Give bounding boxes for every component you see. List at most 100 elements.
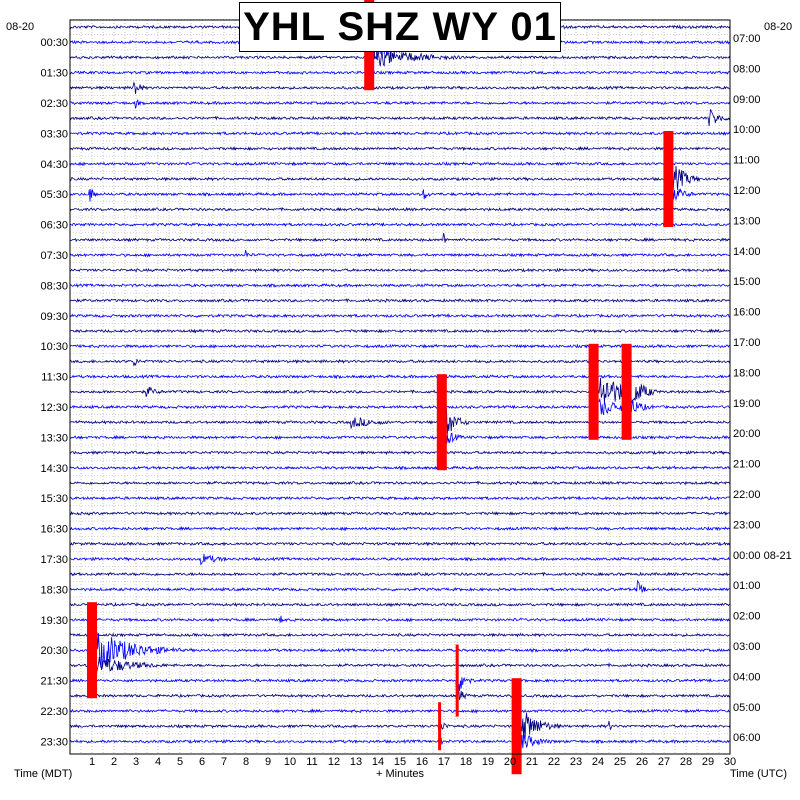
clipped-event-marker (663, 131, 674, 227)
clipped-event-marker (87, 602, 97, 699)
right-time-label: 12:00 (733, 185, 761, 197)
left-time-label: 04:30 (40, 159, 68, 171)
seismic-trace (69, 495, 731, 501)
right-time-label: 15:00 (733, 276, 761, 288)
right-time-label: 01:00 (733, 580, 761, 592)
x-tick-label: 22 (548, 756, 560, 768)
x-tick-label: 5 (177, 756, 183, 768)
left-time-label: 16:30 (40, 524, 68, 536)
seismic-trace (69, 396, 731, 417)
seismic-trace (69, 343, 731, 349)
chart-title: YHL SHZ WY 01 (243, 4, 557, 49)
seismic-trace (70, 690, 731, 705)
x-tick-label: 8 (243, 756, 249, 768)
right-axis-label: Time (UTC) (730, 768, 788, 780)
left-time-label: 00:30 (40, 37, 68, 49)
seismic-trace (69, 632, 731, 668)
left-time-label: 13:30 (40, 432, 68, 444)
x-tick-label: 26 (636, 756, 648, 768)
left-time-label: 12:30 (40, 402, 68, 414)
seismic-trace (69, 358, 731, 367)
right-time-label: 18:00 (733, 367, 761, 379)
seismic-trace (69, 161, 731, 167)
left-date-label: 08-20 (6, 21, 35, 33)
seismic-trace (69, 233, 731, 243)
seismic-trace (69, 163, 731, 202)
x-tick-label: 23 (570, 756, 582, 768)
seismic-trace (69, 372, 731, 414)
x-tick-label: 11 (306, 756, 317, 768)
seismic-trace (69, 541, 731, 547)
left-time-label: 11:30 (41, 372, 68, 384)
x-tick-label: 28 (680, 756, 692, 768)
seismic-trace (69, 81, 730, 94)
x-tick-label: 2 (111, 756, 117, 768)
x-tick-label: 6 (199, 756, 205, 768)
right-time-label: 21:00 (733, 459, 761, 471)
seismic-trace (69, 328, 731, 334)
x-tick-label: 16 (416, 756, 428, 768)
right-time-label: 00:00 08-21 (733, 550, 792, 562)
x-tick-label: 7 (221, 756, 227, 768)
right-time-labels: 07:00 08:00 09:00 10:00 11:00 12:00 13:00 14:00… (733, 33, 792, 744)
seismic-trace (69, 657, 730, 676)
x-tick-label: 12 (328, 756, 340, 768)
seismic-trace (69, 525, 731, 532)
right-time-label: 16:00 (733, 307, 761, 319)
seismic-trace (69, 465, 731, 471)
seismic-trace (69, 511, 731, 516)
right-time-label: 14:00 (733, 246, 761, 258)
clipped-event-marker (621, 343, 632, 440)
seismic-trace (69, 553, 731, 566)
x-tick-label: 19 (482, 756, 494, 768)
left-time-label: 17:30 (40, 554, 68, 566)
x-tick-label: 4 (155, 756, 161, 768)
seismic-trace (70, 374, 731, 380)
seismic-trace (69, 145, 731, 152)
seismic-trace (69, 632, 731, 638)
x-tick-label: 14 (372, 756, 384, 768)
seismic-trace (69, 407, 731, 447)
seismic-trace (69, 221, 731, 228)
left-time-label: 20:30 (40, 645, 68, 657)
left-time-label: 15:30 (40, 493, 68, 505)
seismic-trace (69, 450, 730, 456)
right-time-label: 07:00 (733, 33, 761, 45)
seismic-trace (69, 313, 731, 319)
left-time-label: 19:30 (40, 615, 68, 627)
seismic-trace (69, 130, 731, 136)
seismic-trace (69, 47, 731, 67)
x-tick-label: 9 (265, 756, 271, 768)
x-tick-label: 17 (438, 756, 450, 768)
left-time-label: 21:30 (40, 676, 68, 688)
x-tick-label: 24 (592, 756, 604, 768)
seismic-trace (69, 708, 730, 714)
x-tick-label: 20 (504, 756, 516, 768)
left-time-label: 14:30 (40, 463, 68, 475)
clipped-event-marker (588, 343, 599, 440)
x-tick-label: 21 (526, 756, 538, 768)
right-date-label: 08-20 (764, 21, 793, 33)
seismic-trace (69, 677, 731, 696)
right-time-label: 10:00 (733, 124, 761, 136)
right-time-label: 23:00 (733, 519, 761, 531)
clip-layer (87, 0, 674, 775)
left-time-labels: 00:30 01:30 02:30 03:30 04:30 05:30 06:30 07:30… (40, 37, 68, 748)
left-time-label: 03:30 (40, 128, 68, 140)
seismic-trace (69, 730, 730, 752)
x-tick-label: 1 (89, 756, 95, 768)
seismic-trace (69, 297, 730, 304)
left-time-label: 07:30 (40, 250, 68, 262)
right-time-label: 11:00 (733, 155, 760, 167)
seismic-trace (69, 186, 731, 204)
right-time-label: 20:00 (733, 428, 761, 440)
chart-title-box: YHL SHZ WY 01 (239, 2, 561, 52)
right-time-label: 06:00 (733, 732, 761, 744)
x-tick-label: 18 (460, 756, 472, 768)
seismic-trace (69, 267, 731, 273)
right-time-label: 13:00 (733, 215, 761, 227)
right-time-label: 02:00 (733, 611, 761, 623)
seismic-trace (69, 579, 730, 593)
seismic-trace (69, 615, 731, 623)
